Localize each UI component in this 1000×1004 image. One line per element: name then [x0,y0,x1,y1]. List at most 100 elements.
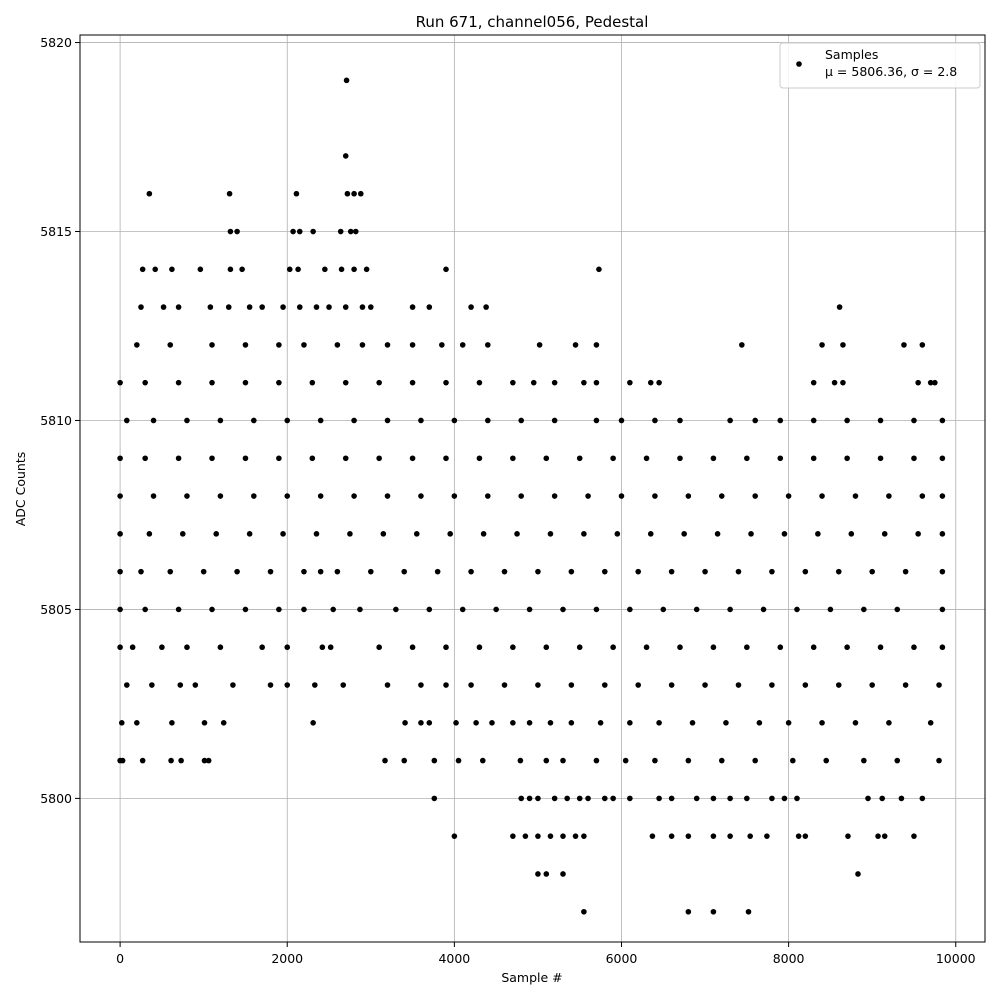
data-point [635,682,642,688]
data-point [810,379,817,386]
data-point [901,342,907,348]
data-point [652,417,658,424]
data-point [568,682,575,688]
data-point [647,531,654,537]
data-point [526,606,533,613]
data-point [434,568,441,575]
data-point [861,757,867,764]
data-point [745,908,752,915]
x-tick-label: 0 [116,951,124,966]
data-point [819,342,825,348]
data-point [810,417,817,424]
data-point [585,795,591,802]
data-point [702,568,708,575]
data-point [939,417,946,424]
data-point [543,871,550,877]
data-point [197,266,204,273]
data-point [877,644,884,651]
data-point [342,304,349,310]
y-tick-label: 5810 [40,413,72,428]
data-point [785,493,792,499]
data-point [886,720,892,726]
data-point [510,455,516,462]
data-point [939,644,946,651]
data-point [426,606,433,613]
data-point [879,795,886,802]
data-point [313,304,320,310]
data-point [384,417,391,424]
data-point [840,342,846,348]
data-point [175,606,182,613]
data-point [660,606,667,613]
data-point [119,757,126,764]
data-point [835,682,842,688]
data-point [443,682,449,688]
data-point [357,190,364,197]
data-point [409,455,416,462]
data-point [769,568,775,575]
data-point [276,379,282,386]
data-point [652,757,658,764]
data-point [576,455,583,462]
data-point [376,455,382,462]
data-point [352,228,359,235]
data-point [443,379,449,386]
legend-label-line2: μ = 5806.36, σ = 2.8 [825,64,957,79]
data-point [246,304,253,310]
data-point [547,833,554,839]
data-point [777,417,784,424]
data-point [169,266,175,273]
data-point [473,720,479,726]
data-point [869,682,875,688]
data-point [593,757,600,764]
data-point [382,757,388,764]
data-point [286,266,293,273]
data-point [593,342,600,348]
data-point [209,606,215,613]
data-point [184,417,190,424]
data-point [718,757,725,764]
data-point [535,871,541,877]
data-point [242,379,249,386]
legend-box [779,42,981,89]
data-point [685,833,692,839]
data-point [543,757,550,764]
data-point [431,795,438,802]
data-point [177,682,184,688]
data-point [815,531,821,537]
data-point [301,342,307,348]
data-point [209,342,215,348]
data-point [380,531,387,537]
data-point [769,795,775,802]
data-point [756,720,763,726]
data-point [689,720,696,726]
data-point [192,682,199,688]
data-point [142,606,148,613]
data-point [455,757,462,764]
data-point [493,606,499,613]
chart-title: Run 671, channel056, Pedestal [416,13,649,31]
x-tick-label: 2000 [271,951,303,966]
data-point [443,455,449,462]
data-point [468,682,474,688]
data-point [622,757,629,764]
data-point [484,417,491,424]
data-point [836,304,843,310]
data-point [581,908,587,915]
data-point [338,266,345,273]
data-point [168,757,174,764]
data-point [184,644,190,651]
data-point [927,379,934,386]
data-point [919,795,926,802]
data-point [677,455,683,462]
data-point [146,190,153,197]
data-point [939,568,946,575]
data-point [593,417,600,424]
data-point [357,606,363,613]
data-point [184,493,190,499]
data-point [517,757,524,764]
data-point [150,417,157,424]
data-point [310,228,316,235]
data-point [484,493,491,499]
data-point [844,417,850,424]
